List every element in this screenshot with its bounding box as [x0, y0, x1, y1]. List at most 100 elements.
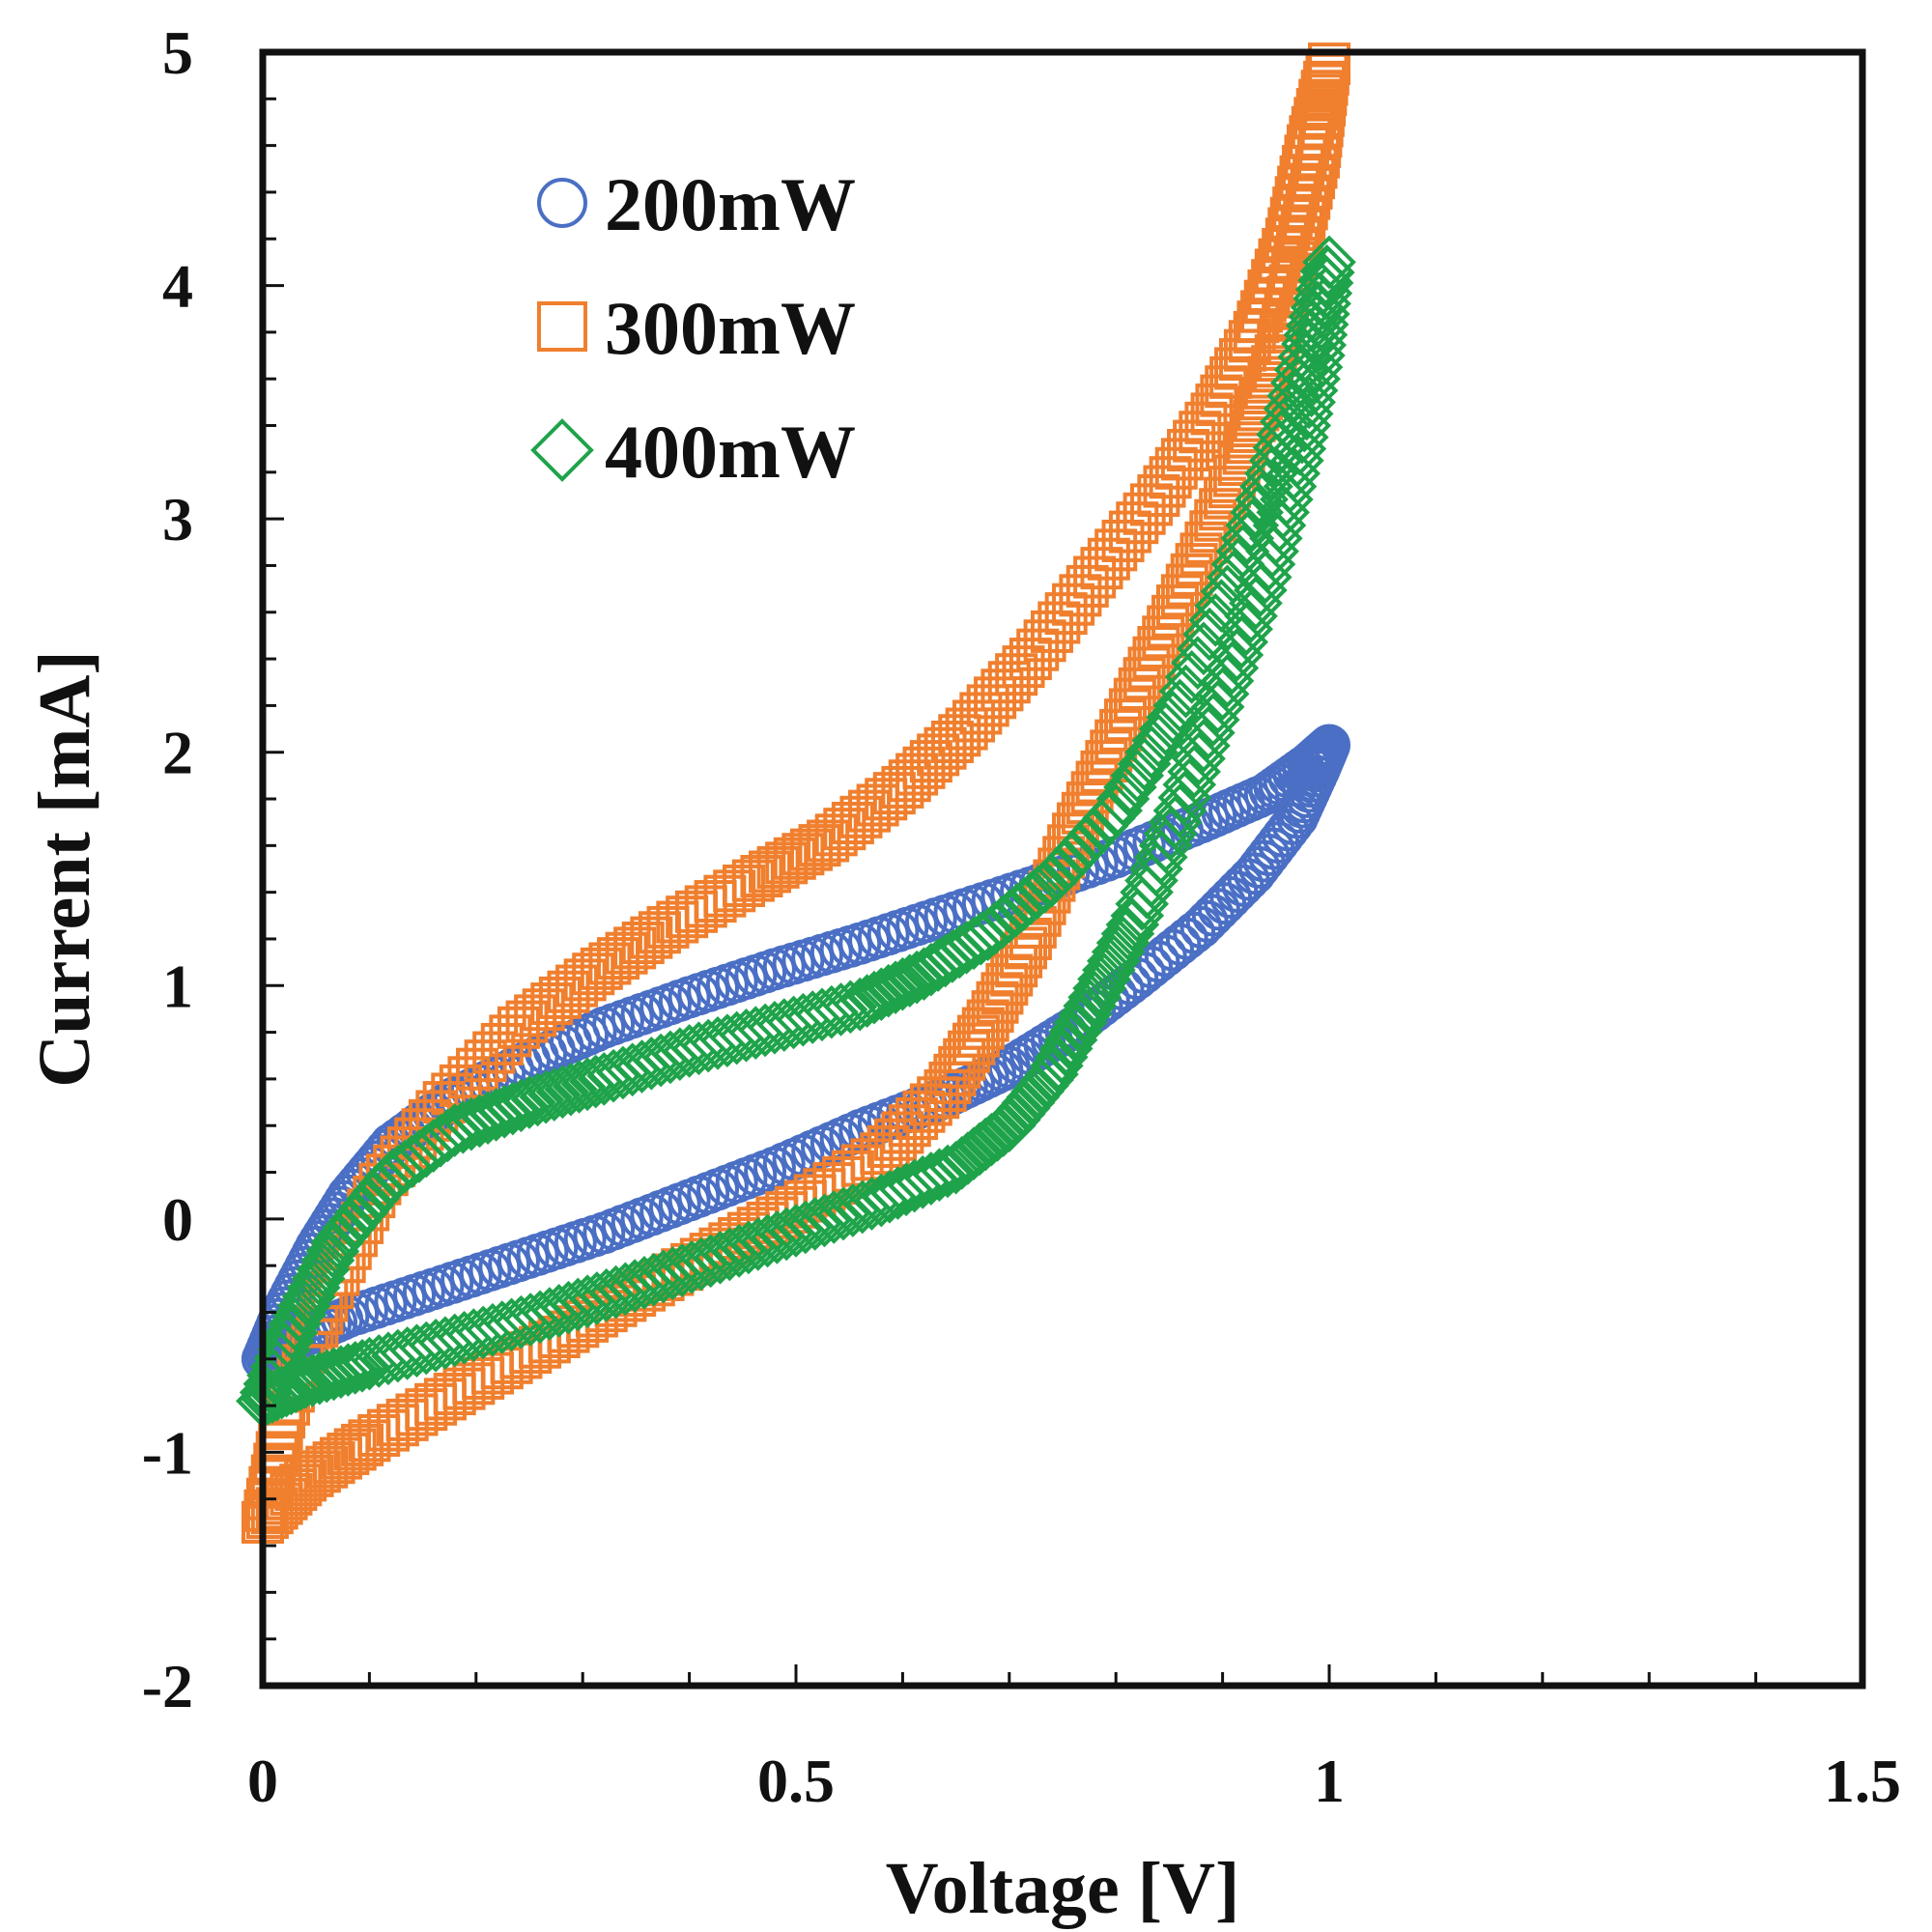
data-point [1219, 602, 1273, 657]
data-point [759, 1207, 814, 1262]
data-point [531, 1284, 586, 1338]
plot-frame [259, 48, 1866, 1690]
data-point [833, 977, 888, 1032]
data-point [890, 950, 944, 1005]
x-tick-label: 0 [247, 1747, 278, 1815]
data-point [854, 1173, 909, 1228]
data-point [945, 707, 988, 751]
data-point [1284, 363, 1339, 418]
data-point [523, 1287, 577, 1341]
data-point [551, 1277, 606, 1332]
data-point [608, 1259, 663, 1313]
data-point [1214, 614, 1269, 669]
data-point [570, 1271, 624, 1325]
data-point [1237, 550, 1293, 605]
data-point [1205, 640, 1260, 696]
data-point [636, 1249, 691, 1304]
data-point [1200, 654, 1255, 708]
data-point [477, 1084, 532, 1139]
data-point [1229, 576, 1283, 631]
data-point [826, 1183, 880, 1237]
data-point [1151, 928, 1195, 972]
data-point [456, 1305, 510, 1360]
data-point [474, 1300, 529, 1354]
data-point [321, 1343, 376, 1397]
data-point [1158, 923, 1202, 966]
data-point [1002, 645, 1045, 689]
x-tick-label: 1 [1314, 1747, 1345, 1815]
data-point [1082, 943, 1136, 998]
data-point [712, 1224, 766, 1278]
data-point [702, 1227, 757, 1282]
data-point [1293, 307, 1349, 362]
data-point [563, 958, 607, 1002]
data-point [1144, 934, 1187, 978]
data-point [882, 953, 937, 1009]
data-point [1236, 388, 1280, 432]
data-point [1172, 731, 1226, 786]
data-point [879, 1162, 933, 1217]
y-tick-label: 5 [162, 18, 193, 87]
data-point [1110, 888, 1165, 943]
data-point [1274, 410, 1329, 465]
data-point [409, 1319, 463, 1373]
data-point [887, 1158, 942, 1213]
axis-tick-labels: 0 0.5 1 1.5 -2 -1 0 1 2 3 4 5 [142, 18, 1901, 1815]
data-point [870, 1166, 925, 1220]
data-point [1091, 924, 1146, 980]
legend: 200mW 300mW 400mW [530, 162, 856, 494]
data-point [389, 1323, 444, 1378]
data-point [1279, 386, 1334, 441]
legend-label-400mW: 400mW [605, 410, 856, 494]
data-point [1086, 933, 1141, 988]
data-point [1181, 705, 1236, 760]
data-point [730, 1217, 785, 1271]
data-point [1185, 693, 1240, 747]
data-point [1043, 1012, 1098, 1067]
data-point [816, 1186, 870, 1241]
data-point [921, 1144, 975, 1199]
data-point [519, 1069, 574, 1124]
data-point [769, 1204, 823, 1258]
data-point [778, 1200, 833, 1255]
data-point [1195, 667, 1250, 722]
y-tick-label: -1 [142, 1418, 193, 1487]
data-point [959, 692, 1003, 735]
data-point [1048, 1004, 1103, 1059]
data-point [987, 661, 1031, 704]
data-point [813, 982, 868, 1037]
y-tick-label: 1 [162, 952, 193, 1020]
data-point [1115, 876, 1170, 931]
data-point [456, 1047, 499, 1091]
data-point [1177, 719, 1231, 773]
data-point [844, 1177, 899, 1231]
data-point [327, 1341, 383, 1395]
data-point [579, 1267, 634, 1322]
data-point [1287, 352, 1341, 407]
data-point [1030, 1038, 1084, 1094]
legend-label-300mW: 300mW [605, 286, 856, 370]
data-point [693, 1231, 748, 1285]
data-point [1067, 970, 1122, 1025]
data-point [847, 970, 901, 1025]
data-point [1234, 563, 1288, 617]
data-point [722, 1220, 776, 1275]
data-point [645, 1246, 700, 1301]
data-point [933, 1053, 977, 1096]
data-point [868, 960, 923, 1014]
data-point [807, 1190, 862, 1244]
data-point [683, 1234, 738, 1289]
data-point [1209, 628, 1264, 682]
data-point [427, 1313, 482, 1368]
data-point [513, 1290, 567, 1345]
data-point [1278, 218, 1321, 262]
data-point [380, 1326, 435, 1380]
data-point [798, 824, 841, 867]
data-point [938, 1045, 981, 1089]
data-point [665, 1239, 719, 1294]
data-point [995, 653, 1038, 696]
data-point [418, 1316, 472, 1370]
data-point [306, 1347, 361, 1402]
